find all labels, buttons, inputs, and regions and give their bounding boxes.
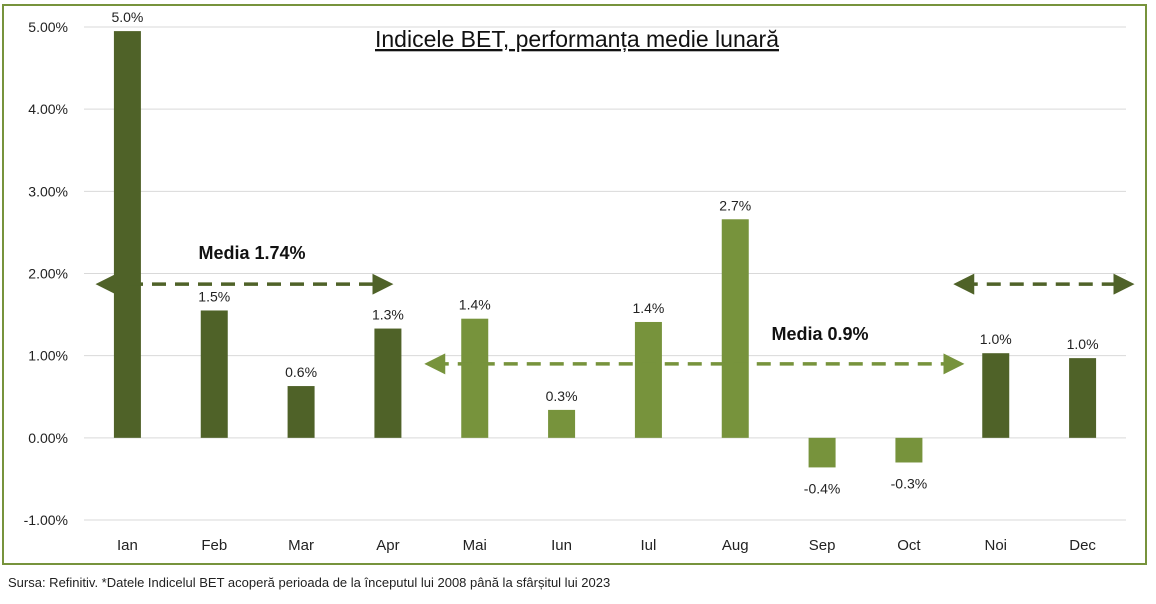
data-label: -0.3% [891,475,928,491]
y-tick-label: -1.00% [24,512,68,528]
y-tick-label: 1.00% [28,348,68,364]
x-tick-label: Mai [463,537,487,554]
bar-iun [548,409,576,438]
x-axis-ticks: Ian Feb Mar Apr Mai Iun Iul Aug Sep Oct Noi Dec [117,537,1096,554]
data-label: 1.4% [632,300,664,316]
y-axis-ticks: -1.00% 0.00% 1.00% 2.00% 3.00% 4.00% 5.00% [24,19,68,528]
data-label: 0.6% [285,364,317,380]
data-label: 1.4% [459,297,491,313]
average-lines [95,273,1135,375]
data-label: 2.7% [719,197,751,213]
x-tick-label: Apr [376,537,399,554]
y-tick-label: 3.00% [28,183,68,199]
data-label: 0.3% [546,388,578,404]
bar-chart: -1.00% 0.00% 1.00% 2.00% 3.00% 4.00% 5.00% 5.0… [24,9,1135,554]
gridlines [84,26,1126,521]
data-label: 5.0% [111,9,143,25]
bar-ian [113,31,141,438]
data-label: 1.5% [198,288,230,304]
x-tick-label: Ian [117,537,138,554]
y-tick-label: 5.00% [28,19,68,35]
y-tick-label: 0.00% [28,430,68,446]
bar-iul [634,321,662,438]
data-label: -0.4% [804,480,841,496]
bar-feb [200,310,228,438]
bar-sep [808,437,836,468]
source-note: Sursa: Refinitiv. *Datele Indicelul BET … [8,575,611,590]
x-tick-label: Feb [201,537,227,554]
x-tick-label: Mar [288,537,314,554]
y-tick-label: 4.00% [28,101,68,117]
bar-oct [895,437,923,463]
x-tick-label: Noi [984,537,1007,554]
annotations: Media 1.74% Media 0.9% [198,243,868,344]
data-label: 1.0% [1067,336,1099,352]
bars [113,31,1097,468]
x-tick-label: Sep [809,537,836,554]
bar-apr [374,328,402,438]
x-tick-label: Iul [640,537,656,554]
data-label: 1.3% [372,307,404,323]
bar-dec [1069,358,1097,438]
y-tick-label: 2.00% [28,266,68,282]
bar-noi [982,353,1010,438]
annotation-media: Media 0.9% [771,324,868,344]
x-tick-label: Iun [551,537,572,554]
x-tick-label: Aug [722,537,749,554]
x-tick-label: Dec [1069,537,1096,554]
data-label: 1.0% [980,331,1012,347]
bar-aug [721,219,749,438]
annotation-media: Media 1.74% [198,243,305,263]
chart-title: Indicele BET, performanța medie lunară [375,26,779,52]
x-tick-label: Oct [897,537,921,554]
bar-mai [461,318,489,438]
bar-mar [287,386,315,438]
